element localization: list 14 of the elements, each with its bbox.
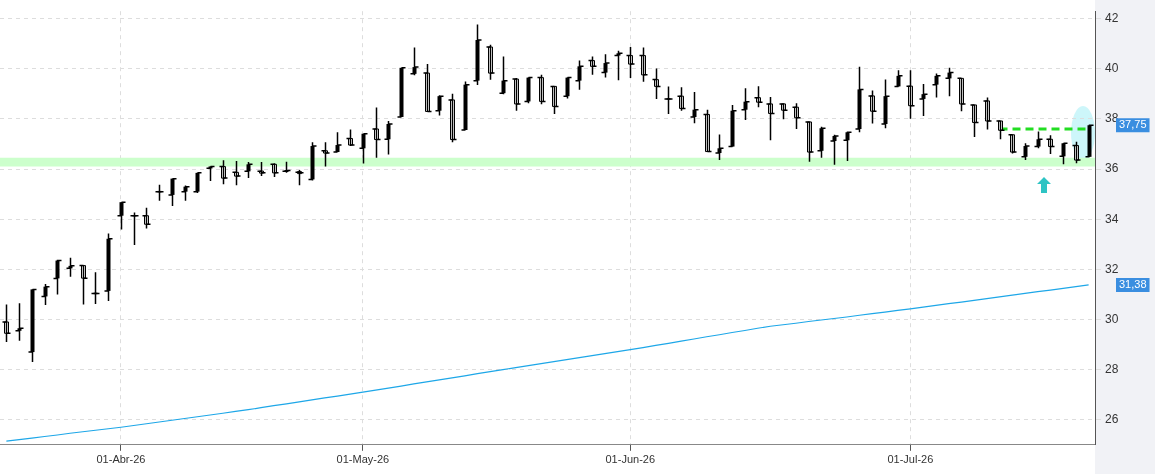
y-tick-label: 26 <box>1105 412 1119 427</box>
text: 37,75 <box>1119 118 1147 131</box>
y-tick-label: 28 <box>1105 361 1119 376</box>
x-tick-label: 01-May-26 <box>336 453 390 466</box>
y-tick-label: 40 <box>1105 61 1119 76</box>
x-tick-label: 01-Jun-26 <box>605 453 656 466</box>
y-tick-label: 32 <box>1105 261 1119 276</box>
y-tick-label: 42 <box>1105 11 1119 26</box>
text: 31,38 <box>1119 277 1147 290</box>
y-tick-label: 34 <box>1105 211 1119 226</box>
x-tick-label: 01-Jul-26 <box>887 453 934 466</box>
y-tick-label: 30 <box>1105 311 1119 326</box>
x-tick-label: 01-Abr-26 <box>96 453 146 466</box>
y-tick-label: 36 <box>1105 161 1119 176</box>
